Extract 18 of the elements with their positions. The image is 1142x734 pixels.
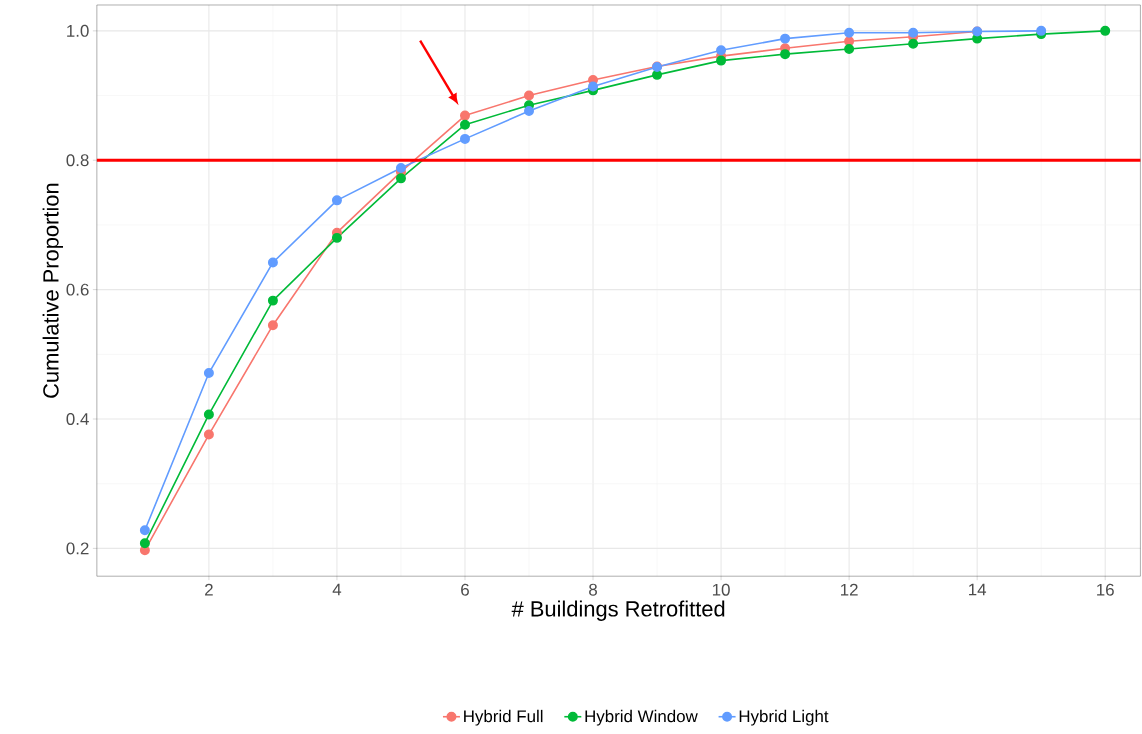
y-axis-title: Cumulative Proportion [42, 183, 64, 398]
y-tick-label: 0.2 [66, 542, 89, 555]
legend-label: Hybrid Light [739, 709, 829, 726]
x-tick-label: 6 [461, 583, 469, 596]
x-tick-label: 14 [969, 583, 987, 596]
x-axis-title: # Buildings Retrofitted [511, 600, 725, 621]
legend-label: Hybrid Window [585, 709, 698, 726]
x-tick-label: 12 [841, 583, 858, 596]
x-tick-label: 10 [712, 583, 730, 596]
y-tick-label: 0.8 [66, 154, 89, 167]
x-tick-label: 8 [589, 583, 597, 596]
y-tick-label: 0.4 [66, 413, 89, 425]
x-tick-label: 2 [205, 583, 213, 596]
x-tick-label: 4 [332, 583, 342, 596]
y-tick-label: 1.0 [67, 24, 89, 37]
x-tick-label: 16 [1097, 583, 1114, 596]
y-tick-label: 0.6 [66, 283, 89, 296]
legend-label: Hybrid Full [464, 709, 543, 726]
